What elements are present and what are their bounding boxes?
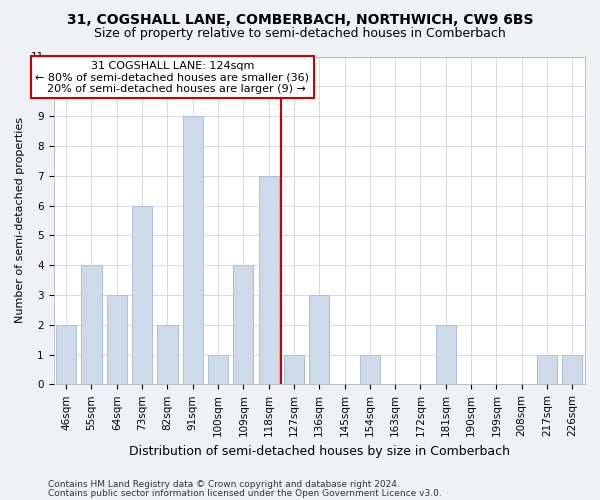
- Bar: [284, 354, 304, 384]
- Bar: [132, 206, 152, 384]
- Text: Contains HM Land Registry data © Crown copyright and database right 2024.: Contains HM Land Registry data © Crown c…: [48, 480, 400, 489]
- Text: Contains public sector information licensed under the Open Government Licence v3: Contains public sector information licen…: [48, 488, 442, 498]
- Bar: [562, 354, 583, 384]
- Bar: [107, 295, 127, 384]
- Bar: [56, 324, 76, 384]
- Bar: [309, 295, 329, 384]
- Text: 31, COGSHALL LANE, COMBERBACH, NORTHWICH, CW9 6BS: 31, COGSHALL LANE, COMBERBACH, NORTHWICH…: [67, 12, 533, 26]
- Bar: [182, 116, 203, 384]
- Y-axis label: Number of semi-detached properties: Number of semi-detached properties: [15, 118, 25, 324]
- X-axis label: Distribution of semi-detached houses by size in Comberbach: Distribution of semi-detached houses by …: [129, 444, 510, 458]
- Bar: [82, 265, 101, 384]
- Bar: [436, 324, 456, 384]
- Bar: [537, 354, 557, 384]
- Bar: [157, 324, 178, 384]
- Text: 31 COGSHALL LANE: 124sqm  
← 80% of semi-detached houses are smaller (36)
  20% : 31 COGSHALL LANE: 124sqm ← 80% of semi-d…: [35, 61, 310, 94]
- Bar: [360, 354, 380, 384]
- Bar: [233, 265, 253, 384]
- Bar: [208, 354, 228, 384]
- Text: Size of property relative to semi-detached houses in Comberbach: Size of property relative to semi-detach…: [94, 28, 506, 40]
- Bar: [259, 176, 279, 384]
